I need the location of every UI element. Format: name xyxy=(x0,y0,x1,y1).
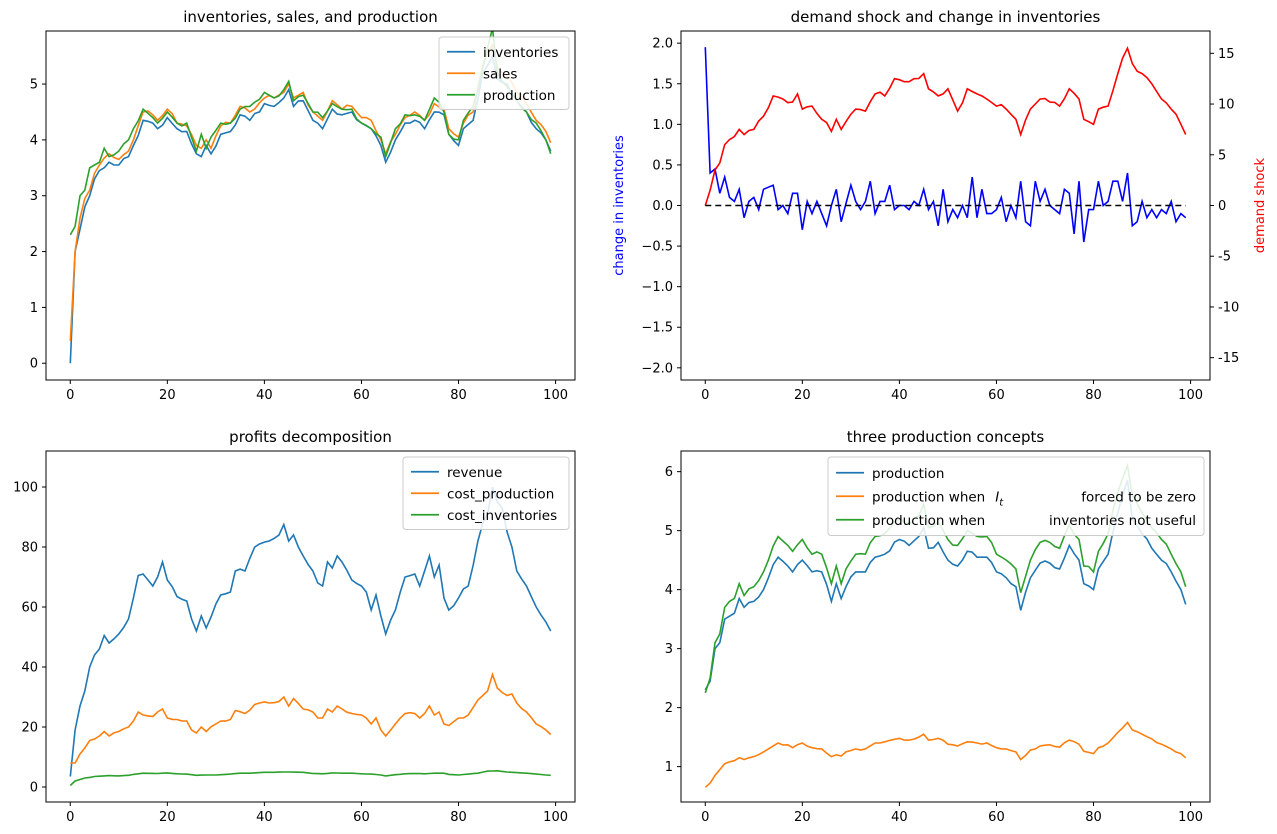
legend-label: sales xyxy=(483,66,517,82)
y-right-tick-label: -5 xyxy=(1218,250,1231,265)
series-line-inventories xyxy=(69,53,552,364)
y-tick-label: −2.0 xyxy=(641,361,673,376)
y-tick-label: 1.0 xyxy=(652,118,673,133)
y-tick-label: 2 xyxy=(30,245,38,260)
legend-label: production xyxy=(483,88,556,104)
x-tick-label: 60 xyxy=(353,388,370,403)
x-tick-label: 40 xyxy=(891,810,908,825)
y-tick-label: 40 xyxy=(21,661,38,676)
x-tick-label: 100 xyxy=(1178,810,1203,825)
y-tick-label: 4 xyxy=(665,583,673,598)
y-tick-label: 60 xyxy=(21,601,38,616)
y-tick-label: 1.5 xyxy=(652,77,673,92)
y-right-tick-label: -10 xyxy=(1218,300,1239,315)
x-tick-label: 0 xyxy=(66,388,74,403)
y-right-axis-label: demand shock xyxy=(1253,157,1268,253)
x-tick-label: 20 xyxy=(159,810,176,825)
y-tick-label: 2.0 xyxy=(652,37,673,52)
legend-label: production xyxy=(872,466,945,482)
y-right-tick-label: 5 xyxy=(1218,148,1226,163)
x-tick-label: 100 xyxy=(543,810,568,825)
x-tick-label: 20 xyxy=(159,388,176,403)
y-tick-label: 5 xyxy=(30,78,38,93)
y-tick-label: 0.5 xyxy=(652,158,673,173)
legend-label: inventories xyxy=(483,45,558,61)
x-tick-label: 60 xyxy=(988,388,1005,403)
x-tick-label: 40 xyxy=(256,388,273,403)
chart-three-production-concepts: three production concepts 0 20 40 60 80 100 1 2 3… xyxy=(665,428,1211,825)
x-tick-label: 100 xyxy=(543,388,568,403)
series-line-change xyxy=(704,47,1187,243)
plot-frame xyxy=(680,450,1211,803)
series-line-shock xyxy=(704,46,1187,206)
x-tick-label: 0 xyxy=(701,388,709,403)
y-tick-label: 6 xyxy=(665,465,673,480)
legend-label-suffix: forced to be zero xyxy=(1081,489,1196,505)
y-axis-label: change in inventories xyxy=(612,135,627,276)
x-tick-label: 0 xyxy=(66,810,74,825)
legend-label: cost_production xyxy=(447,486,554,502)
y-tick-label: 20 xyxy=(21,721,38,736)
chart-title: three production concepts xyxy=(847,428,1045,446)
y-right-tick-label: 15 xyxy=(1218,47,1235,62)
x-tick-label: 60 xyxy=(988,810,1005,825)
legend: revenue cost_production cost_inventories xyxy=(402,456,570,530)
chart-profits-decomposition: profits decomposition 0 20 40 60 80 100 0 20 40 60… xyxy=(13,428,576,825)
y-right-tick-label: -15 xyxy=(1218,351,1239,366)
x-tick-label: 80 xyxy=(450,388,467,403)
chart-title: demand shock and change in inventories xyxy=(791,8,1101,26)
y-tick-label: 3 xyxy=(30,189,38,204)
x-tick-label: 80 xyxy=(1085,388,1102,403)
plot-frame xyxy=(45,30,576,381)
y-tick-label: 100 xyxy=(13,481,38,496)
x-tick-label: 100 xyxy=(1178,388,1203,403)
legend: inventories sales production xyxy=(438,36,570,110)
legend-label: revenue xyxy=(447,465,502,481)
legend-label: production when xyxy=(872,513,985,529)
y-tick-label: 80 xyxy=(21,541,38,556)
series-line-production xyxy=(704,480,1187,691)
series-line-cost_production xyxy=(70,671,552,764)
y-tick-label: 0 xyxy=(30,781,38,796)
y-tick-label: 0 xyxy=(30,357,38,372)
chart-title: profits decomposition xyxy=(229,428,392,446)
x-tick-label: 0 xyxy=(701,810,709,825)
y-right-tick-label: 10 xyxy=(1218,98,1235,113)
x-tick-label: 40 xyxy=(256,810,273,825)
legend-label: production when It xyxy=(872,489,1004,508)
legend-box xyxy=(402,456,570,530)
y-tick-label: 1 xyxy=(665,760,673,775)
x-tick-label: 80 xyxy=(1085,810,1102,825)
x-tick-label: 60 xyxy=(353,810,370,825)
y-tick-label: 1 xyxy=(30,301,38,316)
plot-frame xyxy=(45,450,576,803)
y-tick-label: −1.0 xyxy=(641,280,673,295)
legend-box xyxy=(827,456,1205,536)
legend-box xyxy=(438,36,570,110)
y-tick-label: −1.5 xyxy=(641,321,673,336)
x-tick-label: 40 xyxy=(891,388,908,403)
x-tick-label: 20 xyxy=(794,810,811,825)
series-line-cost_inventories xyxy=(69,769,551,787)
legend: production production when It forced to be … xyxy=(827,456,1205,536)
legend-label-suffix: inventories not useful xyxy=(1049,513,1196,529)
y-right-tick-label: 0 xyxy=(1218,199,1226,214)
y-tick-label: 5 xyxy=(665,524,673,539)
y-tick-label: 3 xyxy=(665,642,673,657)
x-tick-label: 20 xyxy=(794,388,811,403)
chart-demand-shock-change-inventories: demand shock and change in inventories 0 2… xyxy=(612,8,1268,403)
chart-title: inventories, sales, and production xyxy=(183,8,438,26)
series-line-revenue xyxy=(69,486,552,777)
x-tick-label: 80 xyxy=(450,810,467,825)
y-tick-label: 2 xyxy=(665,701,673,716)
y-tick-label: 0.0 xyxy=(652,199,673,214)
legend-label: cost_inventories xyxy=(447,508,557,524)
y-tick-label: 4 xyxy=(30,133,38,148)
series-line-zero_inv xyxy=(704,721,1187,788)
y-tick-label: −0.5 xyxy=(641,240,673,255)
